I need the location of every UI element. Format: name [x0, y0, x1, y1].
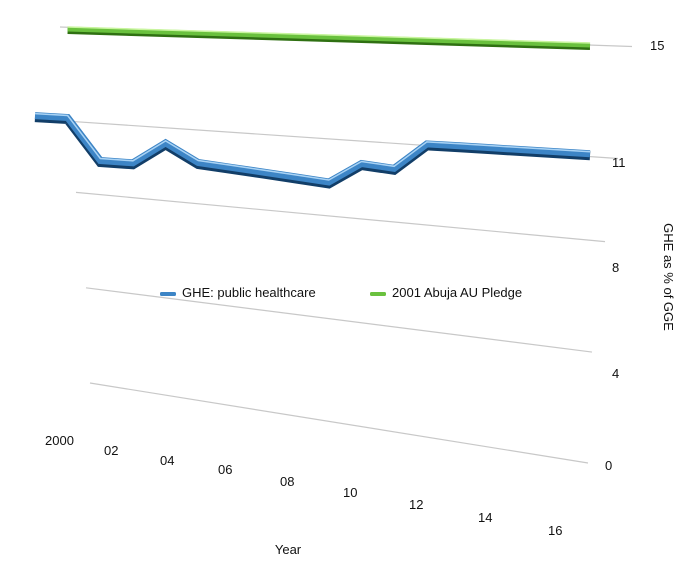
- x-tick-label: 16: [548, 523, 562, 538]
- series-line: [34, 112, 591, 186]
- x-tick-label: 10: [343, 485, 357, 500]
- legend-swatch: [370, 292, 386, 296]
- y-tick-label: 15: [650, 38, 664, 53]
- legend-label: GHE: public healthcare: [182, 285, 316, 300]
- x-tick-label: 12: [409, 497, 423, 512]
- series-lines: [34, 26, 591, 189]
- x-tick-label: 14: [478, 510, 492, 525]
- series-abuja-pledge: [67, 26, 591, 50]
- series-line-highlight: [34, 112, 591, 181]
- y-tick-label: 11: [612, 155, 626, 170]
- x-axis-title: Year: [275, 542, 302, 557]
- gridline-4: [85, 287, 593, 353]
- y-tick-label: 4: [612, 366, 619, 381]
- x-axis-ticks: 2000 02 04 06 08 10 12 14 16: [45, 433, 562, 538]
- gridlines: [59, 26, 633, 464]
- x-tick-label: 08: [280, 474, 294, 489]
- y-axis-ticks: 0 4 8 11 15: [605, 38, 664, 473]
- legend-item-abuja: 2001 Abuja AU Pledge: [370, 285, 522, 300]
- y-tick-label: 0: [605, 458, 612, 473]
- legend: GHE: public healthcare 2001 Abuja AU Pled…: [160, 285, 522, 300]
- gridline-8: [75, 191, 606, 243]
- y-tick-label: 8: [612, 260, 619, 275]
- legend-label: 2001 Abuja AU Pledge: [392, 285, 522, 300]
- series-ghe-public-healthcare: [34, 112, 591, 189]
- x-tick-label: 04: [160, 453, 174, 468]
- x-tick-label: 06: [218, 462, 232, 477]
- series-line-highlight: [67, 26, 591, 44]
- legend-item-ghe: GHE: public healthcare: [160, 285, 316, 300]
- x-tick-label: 02: [104, 443, 118, 458]
- gridline-0: [89, 382, 589, 464]
- legend-swatch: [160, 292, 176, 296]
- series-line: [67, 26, 591, 48]
- y-axis-title: GHE as % of GGE: [661, 223, 676, 331]
- x-tick-label: 2000: [45, 433, 74, 448]
